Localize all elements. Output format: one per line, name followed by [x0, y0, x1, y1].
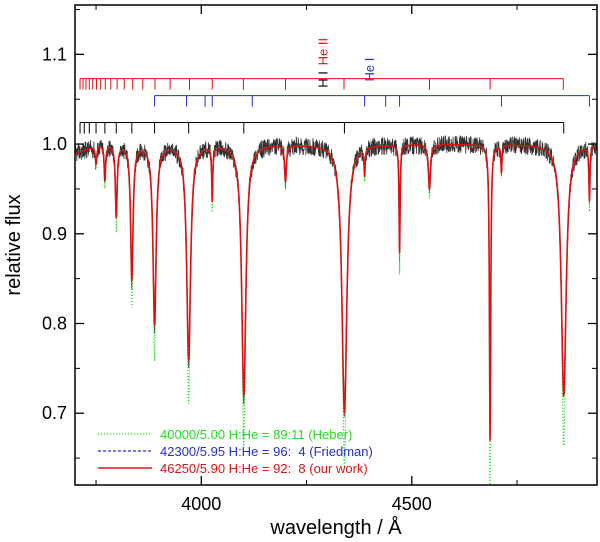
axes-group: 0.7 0.8 0.9 1.0 1.1 4000 4500	[42, 5, 597, 514]
series-group	[75, 134, 597, 485]
x-axis-label: wavelength / Å	[269, 516, 402, 539]
series-line-3	[75, 143, 597, 441]
ion-label-3: H I	[316, 71, 331, 88]
x-tick-label: 4500	[392, 494, 432, 514]
legend-label-1: 40000/5.00 H:He = 89:11 (Heber)	[160, 427, 352, 442]
x-tick-label: 4000	[181, 494, 221, 514]
plot-frame	[74, 4, 598, 486]
line-markers-group: He II He I H I	[79, 38, 590, 134]
legend-label-2: 42300/5.95 H:He = 96: 4 (Friedman)	[160, 444, 373, 459]
legend-label-3: 46250/5.90 H:He = 92: 8 (our work)	[160, 461, 368, 476]
y-tick-label: 0.8	[42, 314, 67, 334]
y-axis-label: relative flux	[3, 194, 25, 295]
y-tick-label: 0.7	[42, 403, 67, 423]
y-tick-label: 1.0	[42, 134, 67, 154]
y-tick-label: 0.9	[42, 224, 67, 244]
ion-label-1: He II	[316, 38, 331, 65]
legend: 40000/5.00 H:He = 89:11 (Heber) 42300/5.9…	[98, 427, 373, 476]
y-tick-label: 1.1	[42, 44, 67, 64]
ion-label-2: He I	[362, 58, 377, 82]
